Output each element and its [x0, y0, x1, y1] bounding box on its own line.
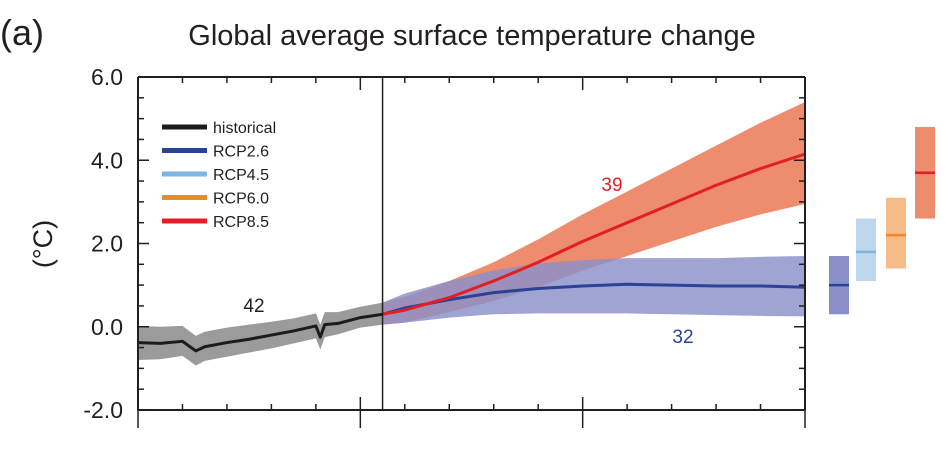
rcp45-range-box	[856, 218, 876, 281]
y-tick-label: 6.0	[91, 64, 123, 90]
historical-series-line	[137, 312, 383, 353]
rcp60-range-box	[886, 197, 906, 269]
panel-label: (a)	[0, 12, 44, 53]
chart-title: Global average surface temperature chang…	[188, 20, 755, 52]
y-tick-label: 2.0	[91, 231, 123, 257]
legend-label-rcp45: RCP4.5	[213, 167, 269, 184]
legend-label-rcp26: RCP2.6	[213, 144, 269, 161]
series-lines	[137, 152, 806, 353]
historical-model-count: 42	[243, 296, 264, 317]
legend-label-rcp60: RCP6.0	[213, 191, 269, 208]
legend-label-rcp85: RCP8.5	[213, 214, 269, 231]
legend-label-historical: historical	[213, 120, 276, 137]
rcp26-uncertainty-band	[382, 255, 805, 325]
uncertainty-bands	[138, 101, 805, 366]
axes: -2.0 0.0 2.0 4.0 6.0	[83, 64, 806, 428]
rcp85-series-line	[382, 152, 806, 316]
rcp85-uncertainty-band	[382, 101, 805, 325]
rcp26-model-count: 32	[672, 327, 693, 348]
y-tick-label: 0.0	[91, 314, 123, 340]
y-tick-label: 4.0	[91, 147, 123, 173]
y-tick-label: -2.0	[83, 397, 123, 423]
y-axis-label: (°C)	[28, 220, 58, 268]
legend: historical RCP2.6 RCP4.5 RCP6.0 RCP8.5	[162, 120, 276, 231]
rcp85-model-count: 39	[601, 175, 622, 196]
end-of-century-ranges	[829, 126, 935, 315]
